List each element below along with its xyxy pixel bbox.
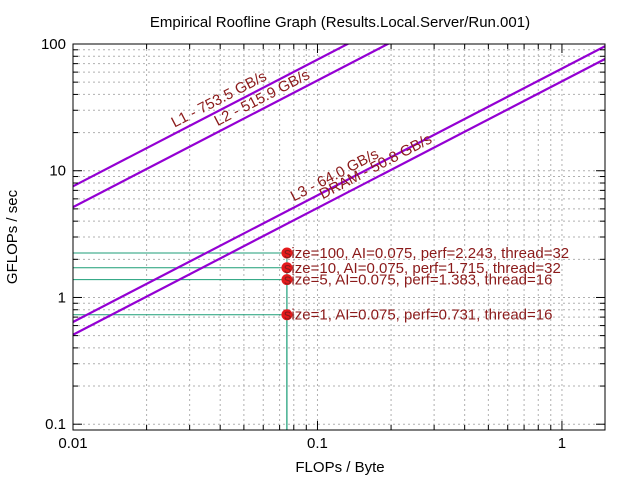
roof-line-group [73, 57, 605, 336]
roof-line-group [73, 45, 605, 324]
grid-lines [72, 44, 605, 431]
roof-line-l3 [73, 45, 605, 324]
roof-line-l2 [73, 44, 391, 209]
x-axis-label: FLOPs / Byte [295, 459, 384, 476]
y-tick-label: 0.1 [45, 416, 66, 433]
data-points [281, 247, 293, 321]
y-axis-label: GFLOPs / sec [4, 189, 21, 284]
point-label: size=10, AI=0.075, perf=1.715, thread=32 [284, 260, 561, 277]
x-tick-label: 1 [558, 435, 566, 452]
point-labels: size=100, AI=0.075, perf=2.243, thread=3… [284, 245, 569, 324]
y-tick-label: 1 [58, 289, 66, 306]
roof-line-l1 [73, 44, 350, 188]
data-point [281, 274, 293, 286]
axis-ticks: 0.01 0.1 1 0.1 1 10 100 [41, 36, 605, 452]
data-point [281, 247, 293, 259]
y-tick-label: 100 [41, 36, 66, 53]
roof-line-group [73, 44, 391, 209]
data-point [281, 309, 293, 321]
point-label: size=100, AI=0.075, perf=2.243, thread=3… [284, 245, 569, 262]
point-label: size=5, AI=0.075, perf=1.383, thread=16 [284, 272, 553, 289]
x-tick-label: 0.1 [307, 435, 328, 452]
x-tick-label: 0.01 [58, 435, 87, 452]
roof-line-dram [73, 57, 605, 336]
y-tick-label: 10 [49, 163, 66, 180]
roof-lines [73, 44, 605, 336]
data-point [281, 262, 293, 274]
roof-line-group [73, 44, 350, 188]
point-label: size=1, AI=0.075, perf=0.731, thread=16 [284, 307, 553, 324]
chart-title: Empirical Roofline Graph (Results.Local.… [150, 14, 530, 31]
